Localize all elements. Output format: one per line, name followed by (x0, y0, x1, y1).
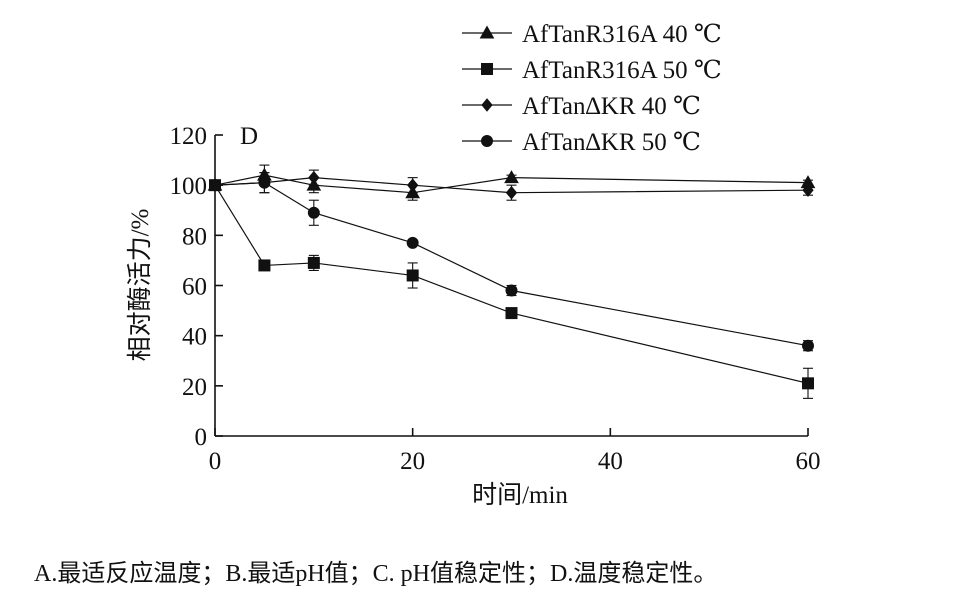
x-tick-label: 60 (796, 448, 821, 475)
legend-label: AfTanR316A 40 ℃ (522, 21, 722, 48)
data-point (307, 256, 320, 269)
data-point (307, 206, 320, 219)
y-tick-label: 120 (170, 123, 208, 150)
y-tick-label: 20 (182, 374, 207, 401)
x-tick-label: 40 (598, 448, 623, 475)
data-point (505, 307, 518, 320)
legend-marker (481, 98, 493, 112)
legend-item: AfTan∆KR 50 ℃ (462, 129, 701, 156)
legend-label: AfTan∆KR 40 ℃ (522, 93, 701, 120)
series-line (214, 174, 809, 194)
legend-label: AfTan∆KR 50 ℃ (522, 129, 701, 156)
data-point (406, 269, 419, 282)
legend-marker (481, 135, 493, 147)
data-point (504, 170, 519, 184)
x-tick-label: 20 (400, 448, 425, 475)
data-point (308, 170, 320, 185)
series-layer (207, 164, 816, 399)
series-line (214, 182, 809, 347)
y-tick-label: 40 (182, 324, 207, 351)
legend-item: AfTanR316A 50 ℃ (462, 57, 722, 84)
panel-letter: D (240, 123, 258, 150)
data-point (802, 183, 814, 197)
data-point (505, 284, 518, 297)
y-tick-label: 0 (195, 424, 208, 451)
x-tick-label: 0 (209, 448, 222, 475)
legend-marker (479, 25, 495, 39)
data-point (406, 236, 419, 249)
y-tick-label: 100 (170, 173, 208, 200)
series-circle (209, 172, 814, 352)
data-point (209, 179, 221, 192)
data-point (407, 178, 419, 192)
series-line (214, 184, 809, 384)
y-tick-label: 80 (182, 223, 207, 250)
x-axis-title: 时间/min (472, 481, 568, 509)
legend-label: AfTanR316A 50 ℃ (522, 57, 722, 84)
legend: AfTanR316A 40 ℃ AfTanR316A 50 ℃ AfTan∆KR 4… (462, 21, 722, 156)
legend-item: AfTanR316A 40 ℃ (462, 21, 722, 48)
data-point (258, 259, 271, 272)
y-axis-title: 相对酶活力/% (126, 209, 154, 362)
data-point (258, 176, 271, 189)
data-point (802, 377, 814, 390)
legend-marker (481, 63, 493, 75)
data-point (505, 185, 518, 200)
figure-caption: A.最适反应温度；B.最适pH值；C. pH值稳定性；D.温度稳定性。 (34, 561, 718, 587)
y-tick-label: 60 (182, 274, 207, 301)
legend-item: AfTan∆KR 40 ℃ (462, 93, 701, 120)
ticks: 0 20 40 60 80 100 120 0 20 40 60 (170, 123, 821, 475)
data-point (802, 339, 814, 352)
